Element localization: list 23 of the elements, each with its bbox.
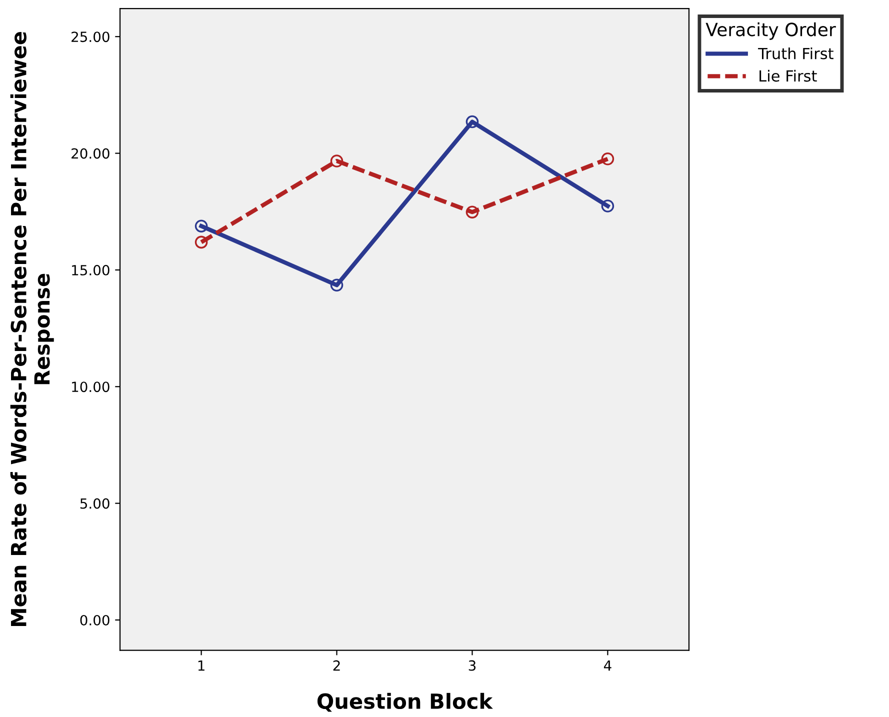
point [194,220,208,232]
y-tick-label: 0.00 [80,614,110,626]
y-tick-label: 15.00 [72,264,110,276]
x-tick-label: 4 [604,660,612,671]
x-axis-title: Question Block [317,692,493,712]
point [330,154,344,168]
x-tick-label: 2 [333,660,340,671]
point [601,152,614,166]
y-tick-label: 25.00 [72,32,110,42]
y-axis-title: Mean Rate of Words-Per-Sentence Per Interviewee Response [10,32,54,626]
point [330,278,344,292]
point [601,200,614,212]
legend-label: Truth First [758,47,834,60]
x-tick-label: 1 [198,660,204,671]
legend-title: Veracity Order [706,22,836,40]
y-tick-label: 5.00 [80,498,110,509]
point [194,236,208,249]
legend-label: Lie First [760,70,817,82]
y-tick-label: 20.00 [72,148,110,159]
x-tick-label: 3 [468,660,476,671]
point [466,206,479,218]
point [466,115,479,128]
y-tick-label: 10.00 [72,382,110,392]
